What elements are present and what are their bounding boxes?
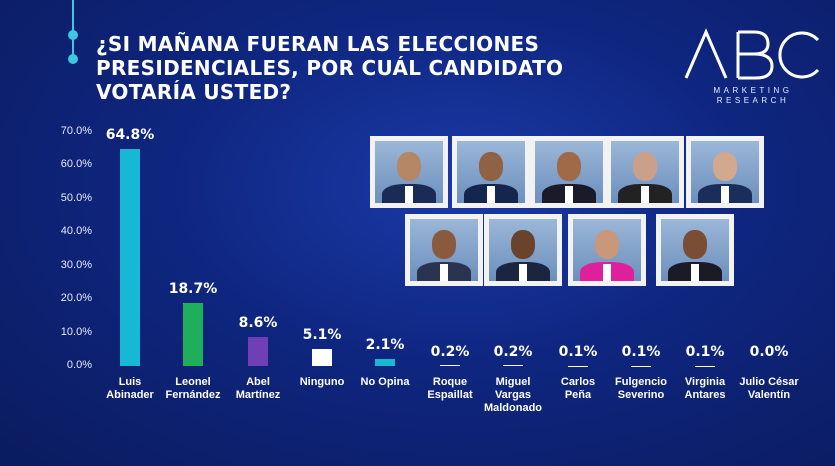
chart-title: ¿SI MAÑANA FUERAN LAS ELECCIONES PRESIDE… (96, 32, 564, 104)
data-label: 64.8% (105, 127, 155, 144)
y-tick-label: 20.0% (60, 292, 92, 305)
y-tick-label: 40.0% (60, 225, 92, 238)
data-label: 18.7% (168, 281, 218, 298)
category-label: Carlos Peña (560, 376, 596, 401)
category-label: Virginia Antares (684, 376, 726, 401)
bar (183, 303, 203, 366)
category-label: No Opina (360, 376, 410, 388)
data-label: 0.1% (685, 344, 725, 360)
abc-logo: MARKETING RESEARCH (672, 26, 822, 110)
y-tick-label: 60.0% (60, 158, 92, 171)
category-label: Fulgencio Severino (615, 376, 667, 401)
candidate-photo (606, 136, 684, 208)
candidate-photo (405, 214, 483, 286)
category-label: Luis Abinader (106, 376, 154, 401)
bar (503, 365, 523, 366)
candidate-photo (686, 136, 764, 208)
candidate-photo (656, 214, 734, 286)
category-label: Julio César Valentín (739, 376, 799, 401)
category-label: Ninguno (299, 376, 345, 388)
category-label: Leonel Fernández (165, 376, 221, 401)
data-label: 0.2% (493, 344, 533, 360)
data-label: 0.0% (749, 344, 789, 360)
y-tick-label: 10.0% (60, 325, 92, 338)
data-label: 5.1% (302, 326, 342, 343)
candidate-photo (484, 214, 562, 286)
category-label: Roque Espaillat (427, 376, 473, 401)
logo-subtitle: MARKETING RESEARCH (713, 86, 793, 105)
data-label: 0.1% (621, 344, 661, 360)
y-tick-label: 50.0% (60, 191, 92, 204)
bar (375, 358, 395, 366)
candidate-photo (568, 214, 646, 286)
decorative-timeline (66, 0, 80, 70)
y-tick-label: 70.0% (60, 125, 92, 137)
data-label: 0.1% (558, 344, 598, 360)
y-tick-label: 30.0% (60, 258, 92, 271)
bar (248, 337, 268, 366)
category-label: Miguel Vargas Maldonado (483, 376, 543, 414)
category-label: Abel Martínez (235, 376, 281, 401)
candidate-photo (452, 136, 530, 208)
data-label: 2.1% (365, 336, 405, 353)
bar (120, 149, 140, 366)
candidate-photo (370, 136, 448, 208)
bar (440, 365, 460, 366)
candidate-photo (530, 136, 608, 208)
data-label: 0.2% (430, 344, 470, 360)
data-label: 8.6% (238, 315, 278, 332)
y-tick-label: 0.0% (66, 359, 92, 371)
bar (312, 348, 332, 366)
